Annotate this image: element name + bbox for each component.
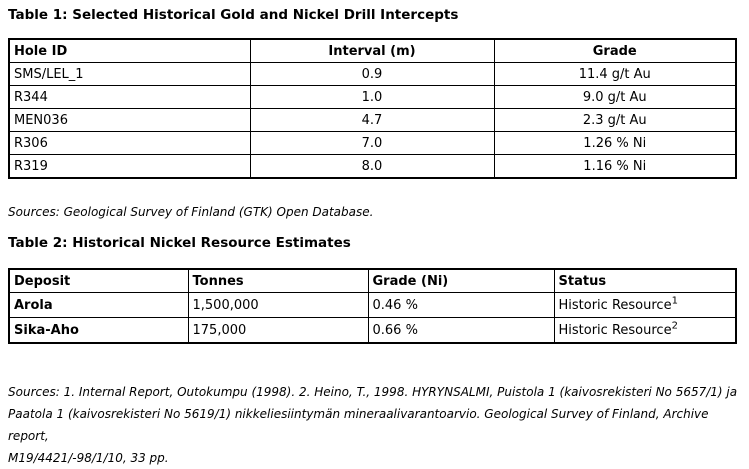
document-page: Table 1: Selected Historical Gold and Ni… — [0, 8, 749, 469]
table1-drill-intercepts: Hole ID Interval (m) Grade SMS/LEL_1 0.9… — [8, 38, 737, 179]
table-cell-grade: 1.26 % Ni — [493, 131, 737, 155]
table-cell-hole-id: R306 — [8, 131, 251, 155]
status-text: Historic Resource — [558, 322, 672, 338]
table-cell-interval: 8.0 — [249, 154, 495, 179]
table1-sources-note: Sources: Geological Survey of Finland (G… — [8, 205, 374, 219]
sources-line: M19/4421/-98/1/10, 33 pp. — [8, 451, 169, 465]
table-row: R344 1.0 9.0 g/t Au — [8, 85, 737, 109]
sources-line: Paatola 1 (kaivosrekisteri No 5619/1) ni… — [8, 407, 709, 443]
table-cell-deposit: Arola — [8, 292, 189, 318]
table-cell-hole-id: MEN036 — [8, 108, 251, 132]
table2-title: Table 2: Historical Nickel Resource Esti… — [8, 235, 351, 251]
table-row: Sika-Aho 175,000 0.66 % Historic Resourc… — [8, 317, 737, 344]
table-cell-deposit: Sika-Aho — [8, 317, 189, 344]
table-row: R306 7.0 1.26 % Ni — [8, 131, 737, 155]
table-row: SMS/LEL_1 0.9 11.4 g/t Au — [8, 62, 737, 86]
table-row: R319 8.0 1.16 % Ni — [8, 154, 737, 179]
table2-resource-estimates: Deposit Tonnes Grade (Ni) Status Arola 1… — [8, 268, 737, 344]
column-header-grade-ni: Grade (Ni) — [367, 268, 555, 293]
column-header-status: Status — [553, 268, 737, 293]
table-cell-interval: 1.0 — [249, 85, 495, 109]
table-row: MEN036 4.7 2.3 g/t Au — [8, 108, 737, 132]
table-cell-hole-id: SMS/LEL_1 — [8, 62, 251, 86]
table-cell-status: Historic Resource1 — [553, 292, 737, 318]
table-cell-interval: 0.9 — [249, 62, 495, 86]
table2-sources-note: Sources: 1. Internal Report, Outokumpu (… — [8, 381, 741, 469]
table-cell-interval: 4.7 — [249, 108, 495, 132]
table-cell-grade: 11.4 g/t Au — [493, 62, 737, 86]
table-cell-status: Historic Resource2 — [553, 317, 737, 344]
column-header-hole-id: Hole ID — [8, 38, 251, 63]
column-header-tonnes: Tonnes — [187, 268, 369, 293]
table-cell-hole-id: R319 — [8, 154, 251, 179]
column-header-grade: Grade — [493, 38, 737, 63]
table-cell-tonnes: 175,000 — [187, 317, 369, 344]
table-cell-grade: 1.16 % Ni — [493, 154, 737, 179]
table-cell-grade: 0.66 % — [367, 317, 555, 344]
table-cell-grade: 9.0 g/t Au — [493, 85, 737, 109]
status-text: Historic Resource — [558, 297, 672, 313]
table-header-row: Hole ID Interval (m) Grade — [8, 38, 737, 63]
table-cell-tonnes: 1,500,000 — [187, 292, 369, 318]
table-row: Arola 1,500,000 0.46 % Historic Resource… — [8, 292, 737, 318]
sources-line: Sources: 1. Internal Report, Outokumpu (… — [8, 385, 738, 399]
footnote-reference: 1 — [671, 295, 678, 307]
footnote-reference: 2 — [671, 320, 678, 332]
table-cell-grade: 0.46 % — [367, 292, 555, 318]
table-cell-grade: 2.3 g/t Au — [493, 108, 737, 132]
table-header-row: Deposit Tonnes Grade (Ni) Status — [8, 268, 737, 293]
table1-title: Table 1: Selected Historical Gold and Ni… — [8, 7, 459, 23]
table-cell-hole-id: R344 — [8, 85, 251, 109]
column-header-interval: Interval (m) — [249, 38, 495, 63]
table-cell-interval: 7.0 — [249, 131, 495, 155]
column-header-deposit: Deposit — [8, 268, 189, 293]
